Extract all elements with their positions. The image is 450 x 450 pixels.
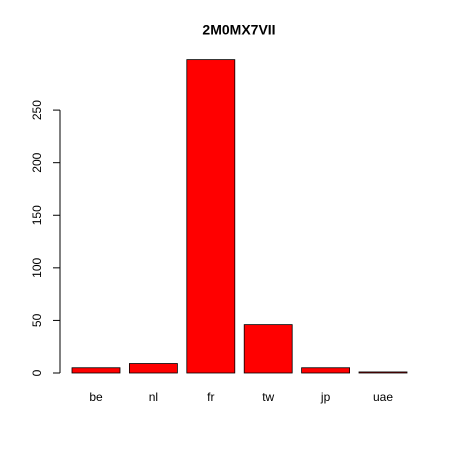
x-tick-label: uae: [373, 390, 393, 404]
bar: [358, 371, 408, 374]
bar: [71, 367, 121, 374]
y-tick-label: 0: [30, 369, 44, 376]
bar: [128, 363, 178, 374]
x-tick-label: nl: [149, 390, 158, 404]
y-tick-label: 50: [30, 313, 44, 327]
bar: [301, 367, 351, 374]
y-tick-label: 150: [30, 205, 44, 225]
x-tick-label: tw: [262, 390, 274, 404]
x-tick-label: jp: [320, 390, 331, 404]
y-tick-label: 250: [30, 100, 44, 120]
y-tick-label: 100: [30, 258, 44, 278]
x-tick-label: be: [89, 390, 103, 404]
y-tick-label: 200: [30, 152, 44, 172]
bar: [243, 324, 293, 374]
chart-title: 2M0MX7VII: [202, 22, 275, 38]
bar: [186, 59, 236, 374]
x-tick-label: fr: [207, 390, 214, 404]
